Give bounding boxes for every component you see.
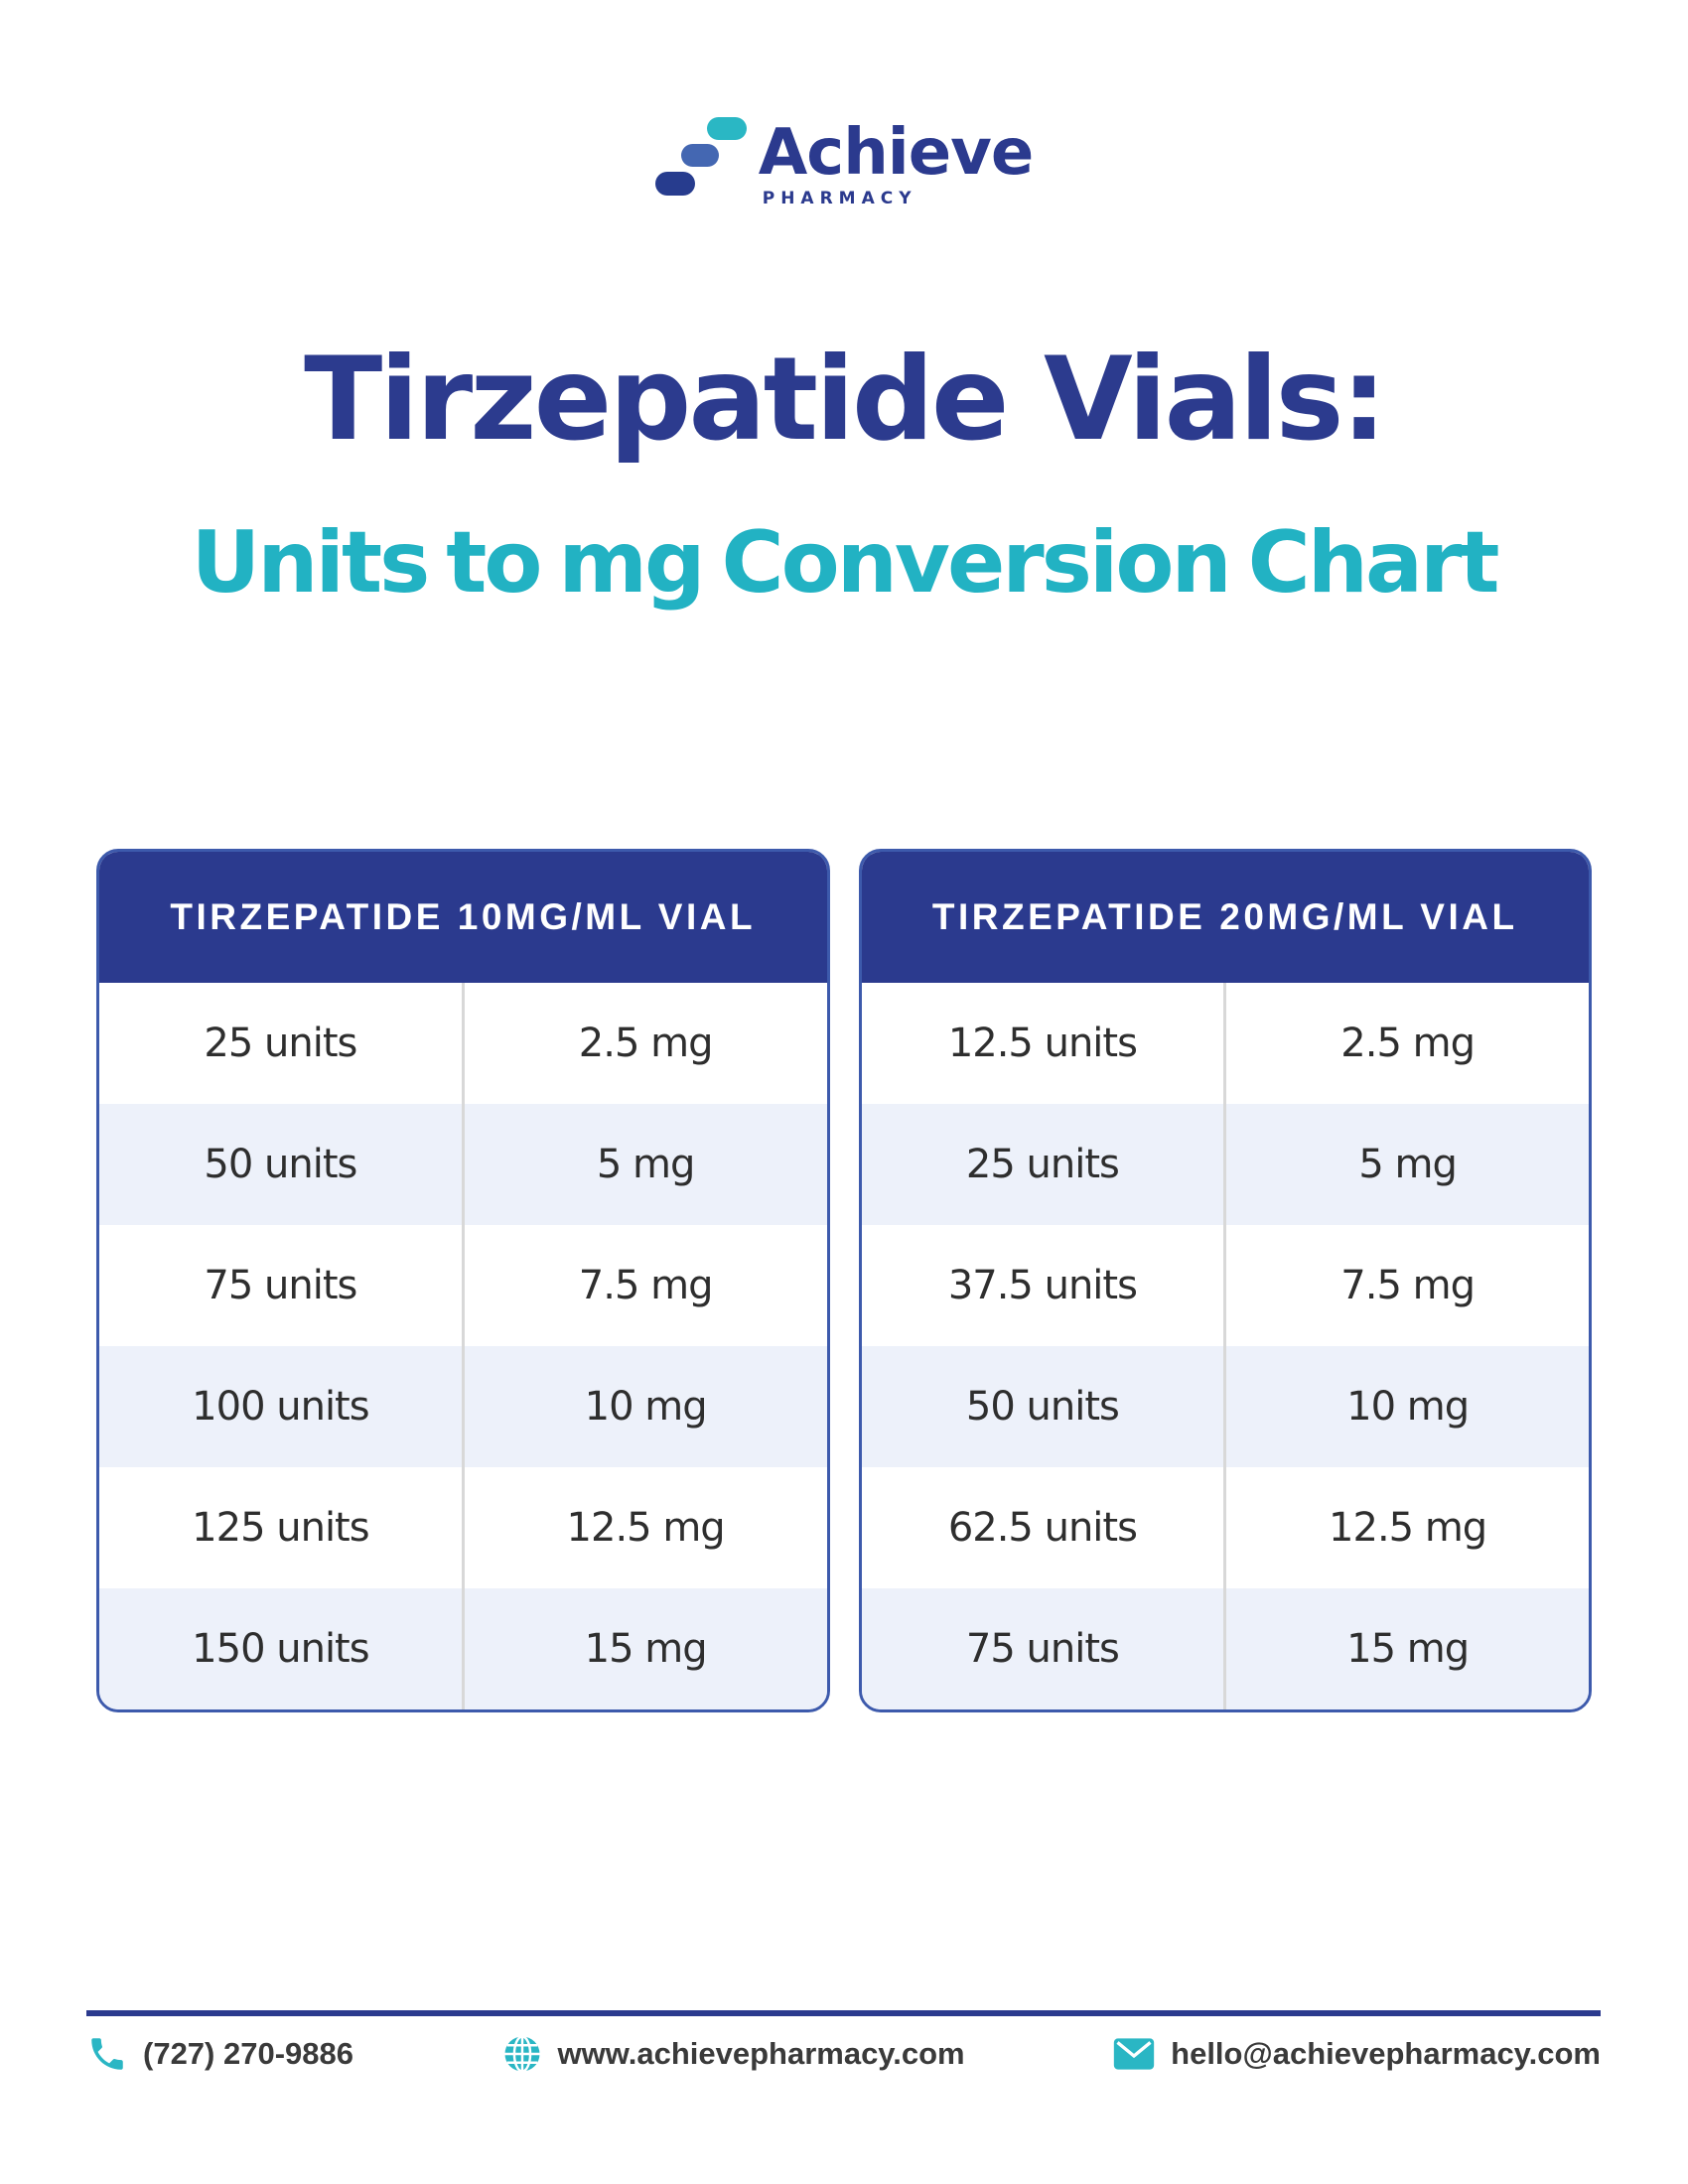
table-header: TIRZEPATIDE 10MG/ML VIAL xyxy=(99,852,827,983)
units-cell: 37.5 units xyxy=(862,1225,1227,1346)
mg-cell: 5 mg xyxy=(1358,1142,1458,1187)
table-body: 25 units 2.5 mg 50 units 5 mg 75 units 7.5 mg… xyxy=(99,983,827,1709)
conversion-tables: TIRZEPATIDE 10MG/ML VIAL 25 units 2.5 mg 5… xyxy=(96,849,1592,1712)
units-cell: 50 units xyxy=(862,1346,1227,1467)
footer-contacts: (727) 270-9886 www.achievepharmacy.com xyxy=(86,2033,1601,2075)
mg-cell: 2.5 mg xyxy=(578,1021,714,1066)
logo-pill-teal xyxy=(706,117,747,140)
logo-pills-icon xyxy=(654,115,749,201)
mg-cell: 2.5 mg xyxy=(1340,1021,1476,1066)
mg-cell: 7.5 mg xyxy=(578,1263,714,1308)
brand-logo: Achieve PHARMACY xyxy=(0,115,1688,208)
footer-phone-text: (727) 270-9886 xyxy=(143,2036,353,2071)
table-row: 75 units 7.5 mg xyxy=(99,1225,827,1346)
table-header: TIRZEPATIDE 20MG/ML VIAL xyxy=(861,852,1589,983)
units-cell: 25 units xyxy=(862,1104,1227,1225)
table-body: 12.5 units 2.5 mg 25 units 5 mg 37.5 units 7.… xyxy=(861,983,1589,1709)
footer-website: www.achievepharmacy.com xyxy=(501,2033,965,2075)
units-cell: 25 units xyxy=(99,983,465,1104)
mg-cell: 10 mg xyxy=(584,1384,708,1430)
units-cell: 100 units xyxy=(99,1346,465,1467)
footer-email: hello@achievepharmacy.com xyxy=(1112,2036,1601,2072)
table-row: 75 units 15 mg xyxy=(861,1588,1589,1709)
units-cell: 50 units xyxy=(99,1104,465,1225)
units-cell: 125 units xyxy=(99,1467,465,1588)
mg-cell: 7.5 mg xyxy=(1340,1263,1476,1308)
table-row: 125 units 12.5 mg xyxy=(99,1467,827,1588)
units-cell: 12.5 units xyxy=(862,983,1227,1104)
footer-email-text: hello@achievepharmacy.com xyxy=(1171,2036,1601,2071)
logo-text: Achieve PHARMACY xyxy=(759,115,1034,208)
page-title: Tirzepatide Vials: xyxy=(304,333,1387,467)
table-row: 25 units 2.5 mg xyxy=(99,983,827,1104)
table-title: TIRZEPATIDE 10MG/ML VIAL xyxy=(170,896,757,937)
table-row: 50 units 5 mg xyxy=(99,1104,827,1225)
table-row: 12.5 units 2.5 mg xyxy=(861,983,1589,1104)
table-title: TIRZEPATIDE 20MG/ML VIAL xyxy=(931,896,1518,937)
footer-website-text: www.achievepharmacy.com xyxy=(557,2036,965,2071)
table-row: 37.5 units 7.5 mg xyxy=(861,1225,1589,1346)
table-10mg-vial: TIRZEPATIDE 10MG/ML VIAL 25 units 2.5 mg 5… xyxy=(96,849,830,1712)
units-cell: 150 units xyxy=(99,1588,465,1709)
footer-phone: (727) 270-9886 xyxy=(86,2033,353,2075)
brand-subtitle: PHARMACY xyxy=(762,189,917,208)
page-subtitle: Units to mg Conversion Chart xyxy=(191,513,1499,613)
footer-divider xyxy=(86,2010,1601,2016)
mg-cell: 12.5 mg xyxy=(566,1505,726,1551)
logo-pill-navy xyxy=(654,172,695,196)
table-row: 50 units 10 mg xyxy=(861,1346,1589,1467)
mg-cell: 10 mg xyxy=(1346,1384,1470,1430)
mg-cell: 12.5 mg xyxy=(1329,1505,1487,1551)
mg-cell: 15 mg xyxy=(584,1626,708,1672)
globe-icon xyxy=(501,2033,543,2075)
mg-cell: 15 mg xyxy=(1346,1626,1470,1672)
table-20mg-vial: TIRZEPATIDE 20MG/ML VIAL 12.5 units 2.5 m… xyxy=(858,849,1592,1712)
table-row: 62.5 units 12.5 mg xyxy=(861,1467,1589,1588)
brand-name: Achieve xyxy=(758,116,1034,190)
units-cell: 75 units xyxy=(99,1225,465,1346)
mg-cell: 5 mg xyxy=(596,1142,696,1187)
units-cell: 62.5 units xyxy=(862,1467,1227,1588)
table-row: 25 units 5 mg xyxy=(861,1104,1589,1225)
mail-icon xyxy=(1112,2036,1156,2072)
table-row: 100 units 10 mg xyxy=(99,1346,827,1467)
table-row: 150 units 15 mg xyxy=(99,1588,827,1709)
logo-pill-blue xyxy=(680,144,719,167)
phone-icon xyxy=(86,2033,128,2075)
units-cell: 75 units xyxy=(862,1588,1227,1709)
